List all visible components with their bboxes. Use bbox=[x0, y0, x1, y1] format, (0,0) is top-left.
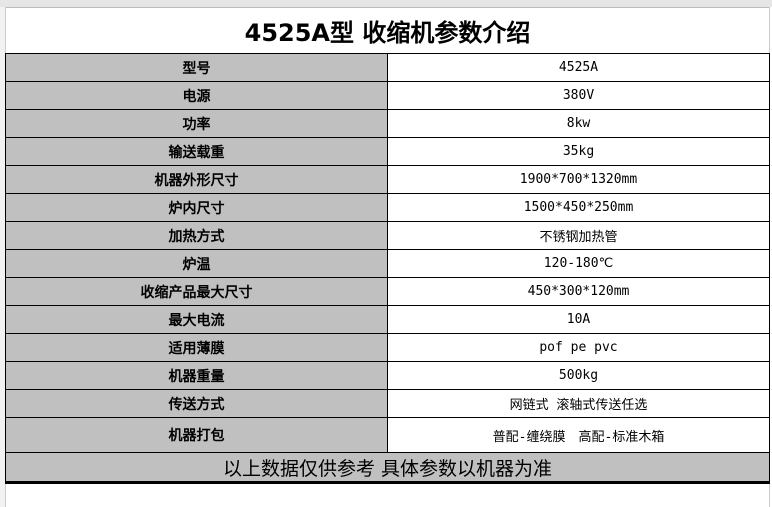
param-value[interactable]: 450*300*120mm bbox=[387, 277, 770, 306]
param-label[interactable]: 功率 bbox=[5, 109, 388, 138]
table-row: 机器外形尺寸 1900*700*1320mm bbox=[5, 165, 770, 194]
param-label[interactable]: 机器打包 bbox=[5, 417, 388, 453]
footer-note[interactable]: 以上数据仅供参考 具体参数以机器为准 bbox=[5, 452, 770, 484]
sheet-title[interactable]: 4525A型 收缩机参数介绍 bbox=[5, 8, 770, 54]
table-row: 机器打包 普配-缠绕膜 高配-标准木箱 bbox=[5, 417, 770, 453]
param-value[interactable]: 380V bbox=[387, 81, 770, 110]
param-value[interactable]: pof pe pvc bbox=[387, 333, 770, 362]
param-label[interactable]: 炉内尺寸 bbox=[5, 193, 388, 222]
param-label[interactable]: 加热方式 bbox=[5, 221, 388, 250]
param-value[interactable]: 500kg bbox=[387, 361, 770, 390]
param-label[interactable]: 电源 bbox=[5, 81, 388, 110]
table-row: 机器重量 500kg bbox=[5, 361, 770, 390]
param-label[interactable]: 适用薄膜 bbox=[5, 333, 388, 362]
spec-table: 4525A型 收缩机参数介绍 型号 4525A 电源 380V 功率 8kw 输送载重 35k… bbox=[5, 8, 770, 484]
param-value[interactable]: 8kw bbox=[387, 109, 770, 138]
table-row: 收缩产品最大尺寸 450*300*120mm bbox=[5, 277, 770, 306]
table-row: 型号 4525A bbox=[5, 53, 770, 82]
column-header-bar[interactable] bbox=[0, 0, 772, 8]
param-value[interactable]: 不锈钢加热管 bbox=[387, 221, 770, 250]
param-label[interactable]: 型号 bbox=[5, 53, 388, 82]
table-row: 最大电流 10A bbox=[5, 305, 770, 334]
table-row: 功率 8kw bbox=[5, 109, 770, 138]
table-row: 传送方式 网链式 滚轴式传送任选 bbox=[5, 389, 770, 418]
table-row: 适用薄膜 pof pe pvc bbox=[5, 333, 770, 362]
param-label[interactable]: 最大电流 bbox=[5, 305, 388, 334]
table-row: 电源 380V bbox=[5, 81, 770, 110]
param-value[interactable]: 网链式 滚轴式传送任选 bbox=[387, 389, 770, 418]
table-row: 输送载重 35kg bbox=[5, 137, 770, 166]
param-label[interactable]: 机器重量 bbox=[5, 361, 388, 390]
table-row: 炉内尺寸 1500*450*250mm bbox=[5, 193, 770, 222]
param-value[interactable]: 4525A bbox=[387, 53, 770, 82]
param-value[interactable]: 1500*450*250mm bbox=[387, 193, 770, 222]
param-value[interactable]: 10A bbox=[387, 305, 770, 334]
table-row: 加热方式 不锈钢加热管 bbox=[5, 221, 770, 250]
param-label[interactable]: 炉温 bbox=[5, 249, 388, 278]
param-label[interactable]: 输送载重 bbox=[5, 137, 388, 166]
param-value[interactable]: 普配-缠绕膜 高配-标准木箱 bbox=[387, 417, 770, 453]
table-row: 炉温 120-180℃ bbox=[5, 249, 770, 278]
param-value[interactable]: 120-180℃ bbox=[387, 249, 770, 278]
param-value[interactable]: 35kg bbox=[387, 137, 770, 166]
param-label[interactable]: 机器外形尺寸 bbox=[5, 165, 388, 194]
param-label[interactable]: 收缩产品最大尺寸 bbox=[5, 277, 388, 306]
param-label[interactable]: 传送方式 bbox=[5, 389, 388, 418]
grid-edge bbox=[769, 7, 772, 507]
param-value[interactable]: 1900*700*1320mm bbox=[387, 165, 770, 194]
